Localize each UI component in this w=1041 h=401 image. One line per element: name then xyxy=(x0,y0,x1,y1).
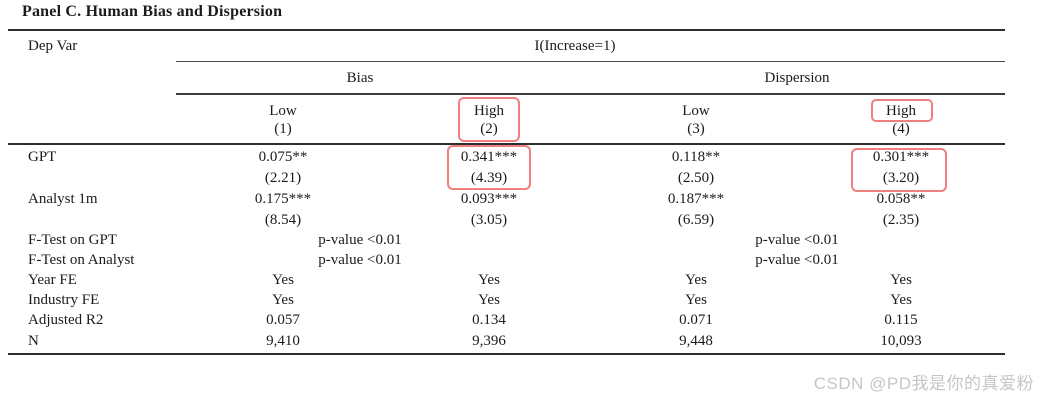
adj-r2-3: 0.071 xyxy=(679,312,713,328)
column-level-row: Low High Low High xyxy=(0,101,1041,122)
col2-level: High xyxy=(474,103,504,119)
table-row-analyst-coef: Analyst 1m 0.175*** 0.093*** 0.187*** 0.… xyxy=(0,189,1041,210)
n-obs-1: 9,410 xyxy=(266,333,300,349)
row-label-ftest-gpt: F-Test on GPT xyxy=(28,232,117,248)
cell-gpt-3: 0.118** xyxy=(671,149,721,165)
table-row-analyst-tstat: (8.54) (3.05) (6.59) (2.35) xyxy=(0,210,1041,231)
highlight-box-gpt-col2 xyxy=(447,145,531,190)
bottom-rule xyxy=(8,353,1005,355)
row-label-analyst: Analyst 1m xyxy=(28,191,98,207)
tstat-analyst-3: (6.59) xyxy=(677,212,715,228)
cell-analyst-4: 0.058** xyxy=(876,191,926,207)
table-row-n: N 9,410 9,396 9,448 10,093 xyxy=(0,331,1041,352)
rule-under-headers xyxy=(8,143,1005,145)
cell-gpt-4: 0.301*** xyxy=(872,149,930,165)
dep-var-label: Dep Var xyxy=(28,38,78,54)
row-label-n: N xyxy=(28,333,39,349)
year-fe-3: Yes xyxy=(685,272,707,288)
tstat-gpt-4: (3.20) xyxy=(882,170,920,186)
dep-var-value: I(Increase=1) xyxy=(534,38,616,54)
industry-fe-4: Yes xyxy=(890,292,912,308)
table-row-ftest-gpt: F-Test on GPT p-value <0.01 p-value <0.0… xyxy=(0,230,1041,251)
year-fe-2: Yes xyxy=(478,272,500,288)
n-obs-3: 9,448 xyxy=(679,333,713,349)
column-number-row: (1) (2) (3) (4) xyxy=(0,119,1041,140)
cell-analyst-2: 0.093*** xyxy=(460,191,518,207)
ftest-gpt-dispersion: p-value <0.01 xyxy=(755,232,839,248)
row-label-ftest-analyst: F-Test on Analyst xyxy=(28,252,135,268)
ftest-analyst-bias: p-value <0.01 xyxy=(318,252,402,268)
tstat-analyst-2: (3.05) xyxy=(470,212,508,228)
col1-level: Low xyxy=(269,103,297,119)
adj-r2-1: 0.057 xyxy=(266,312,300,328)
rule-under-groups xyxy=(176,93,1005,95)
table-row-year-fe: Year FE Yes Yes Yes Yes xyxy=(0,270,1041,291)
col4-level: High xyxy=(886,103,916,119)
table-row-ftest-analyst: F-Test on Analyst p-value <0.01 p-value … xyxy=(0,250,1041,271)
cell-analyst-1: 0.175*** xyxy=(254,191,312,207)
panel-title: Panel C. Human Bias and Dispersion xyxy=(22,3,283,20)
col2-number: (2) xyxy=(480,121,498,137)
col4-number: (4) xyxy=(892,121,910,137)
group-header-row: Bias Dispersion xyxy=(0,68,1041,89)
tstat-gpt-1: (2.21) xyxy=(264,170,302,186)
table-row-industry-fe: Industry FE Yes Yes Yes Yes xyxy=(0,290,1041,311)
tstat-analyst-4: (2.35) xyxy=(882,212,920,228)
col1-number: (1) xyxy=(274,121,292,137)
highlight-box-col2-header xyxy=(458,97,520,142)
highlight-box-col4-header xyxy=(871,99,933,122)
group-header-dispersion: Dispersion xyxy=(764,70,830,86)
dep-var-row: Dep Var I(Increase=1) xyxy=(0,36,1041,57)
row-label-industry-fe: Industry FE xyxy=(28,292,100,308)
top-rule xyxy=(8,29,1005,31)
highlight-box-gpt-col4 xyxy=(851,148,947,192)
n-obs-2: 9,396 xyxy=(472,333,506,349)
year-fe-4: Yes xyxy=(890,272,912,288)
tstat-gpt-2: (4.39) xyxy=(470,170,508,186)
cell-gpt-1: 0.075** xyxy=(258,149,308,165)
year-fe-1: Yes xyxy=(272,272,294,288)
rule-under-depvar xyxy=(176,61,1005,62)
adj-r2-4: 0.115 xyxy=(884,312,918,328)
table-row-adjusted-r2: Adjusted R2 0.057 0.134 0.071 0.115 xyxy=(0,310,1041,331)
n-obs-4: 10,093 xyxy=(880,333,922,349)
tstat-gpt-3: (2.50) xyxy=(677,170,715,186)
csdn-watermark: CSDN @PD我是你的真爱粉 xyxy=(813,374,1034,393)
table-row-gpt-coef: GPT 0.075** 0.341*** 0.118** 0.301*** xyxy=(0,147,1041,168)
row-label-year-fe: Year FE xyxy=(28,272,77,288)
industry-fe-3: Yes xyxy=(685,292,707,308)
cell-gpt-2: 0.341*** xyxy=(460,149,518,165)
tstat-analyst-1: (8.54) xyxy=(264,212,302,228)
cell-analyst-3: 0.187*** xyxy=(667,191,725,207)
ftest-gpt-bias: p-value <0.01 xyxy=(318,232,402,248)
row-label-gpt: GPT xyxy=(28,149,57,165)
row-label-adjusted-r2: Adjusted R2 xyxy=(28,312,104,328)
industry-fe-2: Yes xyxy=(478,292,500,308)
industry-fe-1: Yes xyxy=(272,292,294,308)
col3-level: Low xyxy=(682,103,710,119)
ftest-analyst-dispersion: p-value <0.01 xyxy=(755,252,839,268)
col3-number: (3) xyxy=(687,121,705,137)
adj-r2-2: 0.134 xyxy=(472,312,506,328)
table-row-gpt-tstat: (2.21) (4.39) (2.50) (3.20) xyxy=(0,168,1041,189)
group-header-bias: Bias xyxy=(346,70,374,86)
